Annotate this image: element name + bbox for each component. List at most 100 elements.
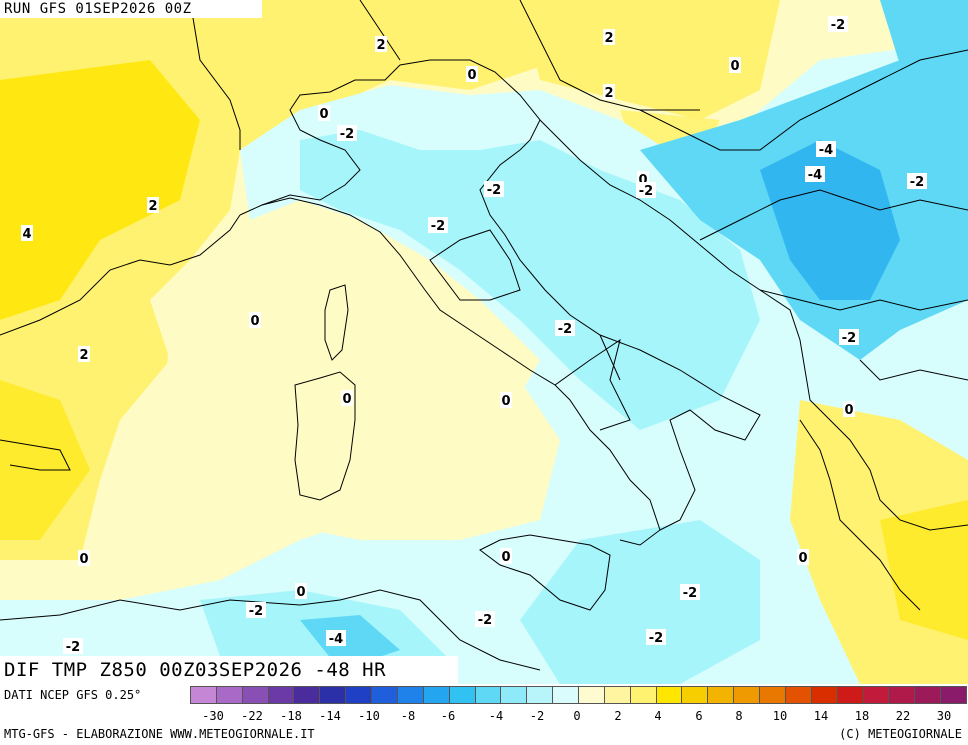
svg-text:0: 0 (730, 59, 739, 74)
colorbar-tick-label: 6 (695, 709, 703, 723)
contour-label: 0 (341, 390, 353, 407)
colorbar-tick-label: -30 (202, 709, 224, 723)
colorbar-swatch (914, 686, 942, 704)
colorbar-swatch (448, 686, 476, 704)
colorbar-swatch (578, 686, 605, 704)
contour-label: 2 (603, 29, 615, 46)
contour-label: -2 (680, 584, 700, 601)
colorbar (190, 686, 967, 706)
colorbar-tick-label: -14 (319, 709, 341, 723)
contour-label: -4 (805, 166, 825, 183)
contour-label: 0 (295, 583, 307, 600)
colorbar-swatch (862, 686, 890, 704)
colorbar-swatch (293, 686, 321, 704)
colorbar-tick-label: 18 (854, 709, 870, 723)
svg-text:0: 0 (79, 552, 88, 567)
svg-text:-2: -2 (478, 613, 492, 628)
footer-copyright: (C) METEOGIORNALE (839, 727, 962, 741)
svg-text:-2: -2 (66, 640, 80, 655)
colorbar-swatch (655, 686, 683, 704)
svg-text:2: 2 (376, 38, 385, 53)
colorbar-tick-label: 30 (936, 709, 952, 723)
svg-text:-4: -4 (808, 168, 822, 183)
svg-text:2: 2 (604, 31, 613, 46)
colorbar-swatch (345, 686, 373, 704)
colorbar-tick-label: -18 (280, 709, 302, 723)
colorbar-swatch (707, 686, 735, 704)
contour-label: -2 (646, 629, 666, 646)
colorbar-swatch (396, 686, 424, 704)
colorbar-swatch (603, 686, 631, 704)
contour-label: 0 (729, 57, 741, 74)
colorbar-swatch (940, 686, 967, 704)
colorbar-tick-label: 22 (895, 709, 911, 723)
colorbar-swatch (526, 686, 554, 704)
contour-label: 0 (318, 105, 330, 122)
contour-label: 0 (249, 312, 261, 329)
svg-text:2: 2 (148, 199, 157, 214)
svg-text:0: 0 (250, 314, 259, 329)
colorbar-tick-label: 4 (654, 709, 662, 723)
svg-text:0: 0 (501, 394, 510, 409)
colorbar-swatch (190, 686, 217, 704)
colorbar-swatch (629, 686, 657, 704)
colorbar-swatch (733, 686, 761, 704)
svg-text:-2: -2 (683, 586, 697, 601)
colorbar-swatch (888, 686, 916, 704)
colorbar-tick-label: -22 (241, 709, 263, 723)
colorbar-tick-label: 8 (735, 709, 743, 723)
colorbar-tick-label: 2 (614, 709, 622, 723)
colorbar-swatch (241, 686, 269, 704)
contour-label: -2 (63, 638, 83, 655)
svg-text:-2: -2 (639, 184, 653, 199)
colorbar-swatch (267, 686, 295, 704)
colorbar-swatch (215, 686, 243, 704)
contour-label: -2 (907, 173, 927, 190)
contour-label: 2 (147, 197, 159, 214)
svg-text:0: 0 (501, 550, 510, 565)
colorbar-tick-label: 10 (772, 709, 788, 723)
colorbar-swatch (552, 686, 579, 704)
contour-label: -4 (816, 141, 836, 158)
contour-label: -2 (636, 182, 656, 199)
contour-label: 0 (466, 66, 478, 83)
svg-text:-2: -2 (649, 631, 663, 646)
contour-label: -2 (337, 125, 357, 142)
colorbar-tick-label: -8 (400, 709, 416, 723)
svg-text:-2: -2 (431, 219, 445, 234)
svg-text:-2: -2 (340, 127, 354, 142)
contour-label: 2 (603, 84, 615, 101)
contour-label: 0 (797, 549, 809, 566)
svg-text:0: 0 (844, 403, 853, 418)
colorbar-swatch (319, 686, 347, 704)
contour-label: -2 (839, 329, 859, 346)
contour-label: -2 (475, 611, 495, 628)
colorbar-tick-label: -10 (358, 709, 380, 723)
contour-label: 4 (21, 225, 33, 242)
svg-text:0: 0 (342, 392, 351, 407)
svg-text:-2: -2 (910, 175, 924, 190)
svg-text:-2: -2 (487, 183, 501, 198)
colorbar-tick-label: -4 (488, 709, 504, 723)
colorbar-swatch (836, 686, 864, 704)
colorbar-swatch (681, 686, 709, 704)
colorbar-swatch (784, 686, 812, 704)
colorbar-swatch (500, 686, 528, 704)
contour-label: 0 (78, 550, 90, 567)
svg-text:0: 0 (319, 107, 328, 122)
product-title: DIF TMP Z850 00Z03SEP2026 -48 HR (0, 656, 458, 684)
data-source-label: DATI NCEP GFS 0.25° (4, 688, 142, 702)
contour-label: -2 (828, 16, 848, 33)
svg-text:0: 0 (798, 551, 807, 566)
svg-text:4: 4 (22, 227, 31, 242)
svg-text:-2: -2 (842, 331, 856, 346)
svg-text:-4: -4 (819, 143, 833, 158)
svg-text:0: 0 (296, 585, 305, 600)
colorbar-tick-label: 14 (813, 709, 829, 723)
contour-label: -2 (428, 217, 448, 234)
contour-label: 0 (500, 392, 512, 409)
svg-text:-4: -4 (329, 632, 343, 647)
svg-text:2: 2 (79, 348, 88, 363)
